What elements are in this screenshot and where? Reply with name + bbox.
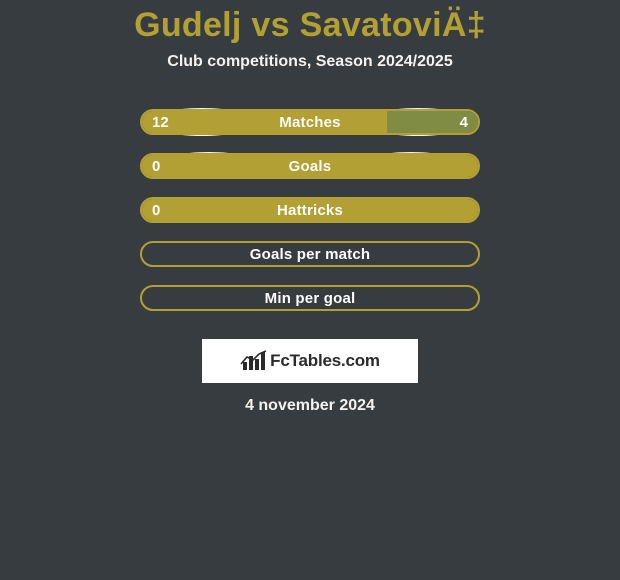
stat-row: Matches12 4 [140, 109, 480, 135]
stat-row: Goals per match [140, 241, 480, 267]
stat-value-left: 12 [152, 114, 169, 131]
stat-label: Goals [142, 158, 478, 175]
chart-icon [240, 350, 268, 372]
date-text: 4 november 2024 [245, 397, 375, 415]
stats-rows: Matches124Goals0Hattricks0Goals per matc… [140, 109, 480, 329]
page-title: Gudelj vs SavatoviÄ‡ [134, 6, 486, 45]
stat-label: Hattricks [142, 202, 478, 219]
stat-value-right: 4 [460, 114, 468, 131]
stat-row: Min per goal [140, 285, 480, 311]
stat-bar: Hattricks0 [140, 197, 480, 223]
stat-bar: Goals per match [140, 241, 480, 267]
stat-bar: Matches12 4 [140, 109, 480, 135]
stat-value-left: 0 [152, 202, 160, 219]
stat-row: Hattricks0 [140, 197, 480, 223]
page-subtitle: Club competitions, Season 2024/2025 [167, 53, 452, 71]
stat-label: Matches [142, 114, 478, 131]
stat-bar: Min per goal [140, 285, 480, 311]
stat-bar: Goals0 [140, 153, 480, 179]
stat-row: Goals0 [140, 153, 480, 179]
brand-badge[interactable]: FcTables.com [202, 339, 418, 383]
stat-label: Min per goal [142, 290, 478, 307]
stats-card: Gudelj vs SavatoviÄ‡ Club competitions, … [0, 0, 620, 580]
stat-value-left: 0 [152, 158, 160, 175]
stat-label: Goals per match [142, 246, 478, 263]
brand-text: FcTables.com [270, 351, 380, 371]
